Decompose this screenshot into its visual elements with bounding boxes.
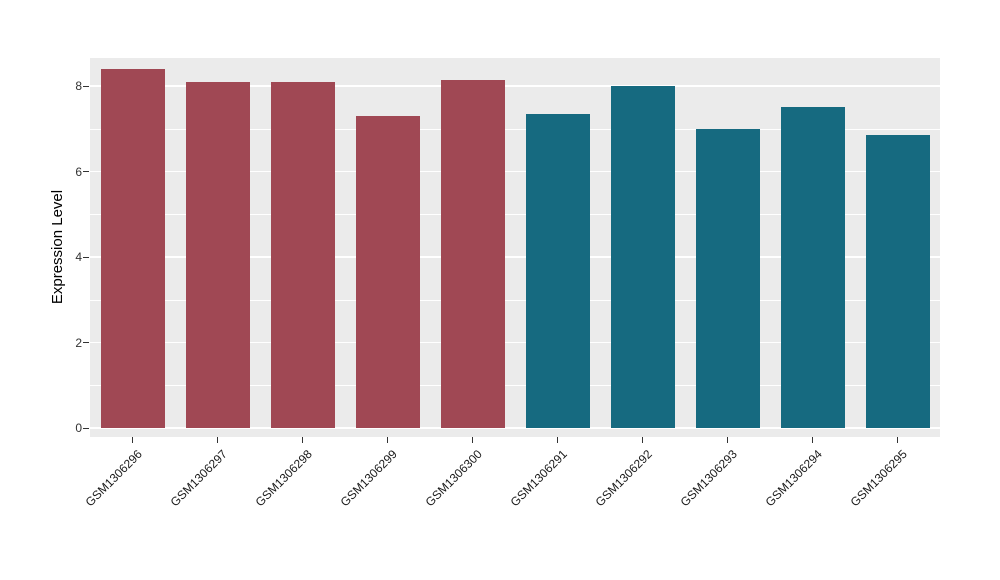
x-axis-tick-mark xyxy=(727,437,728,443)
gridline-major xyxy=(90,170,940,173)
x-axis-tick-mark xyxy=(642,437,643,443)
bar xyxy=(695,128,760,428)
x-axis-tick-mark xyxy=(387,437,388,443)
x-axis-tick-mark xyxy=(132,437,133,443)
x-axis-tick-mark xyxy=(812,437,813,443)
x-axis-tick-mark xyxy=(897,437,898,443)
y-axis-tick-label: 6 xyxy=(75,164,82,179)
bar xyxy=(100,68,165,428)
gridline-minor xyxy=(90,214,940,215)
plot-panel xyxy=(90,58,940,437)
y-axis-tick-label: 2 xyxy=(75,335,82,350)
x-axis-tick-mark xyxy=(557,437,558,443)
gridline-minor xyxy=(90,299,940,301)
bar xyxy=(865,135,930,428)
gridline-major xyxy=(90,341,940,344)
y-axis-tick-mark xyxy=(83,427,89,429)
gridline-major xyxy=(90,85,940,87)
bar xyxy=(440,79,505,428)
bar xyxy=(270,81,335,428)
bar xyxy=(185,81,250,428)
bar xyxy=(355,115,420,428)
y-axis-tick-mark xyxy=(83,342,89,343)
bar xyxy=(780,107,845,428)
bar xyxy=(525,113,590,428)
y-axis-title: Expression Level xyxy=(49,189,66,305)
y-axis-tick-mark xyxy=(83,256,89,258)
y-axis-tick-label: 4 xyxy=(75,250,82,264)
gridline-major xyxy=(90,256,940,258)
bar xyxy=(610,86,675,428)
x-axis-tick-mark xyxy=(302,437,303,443)
y-axis-tick-mark xyxy=(83,85,89,87)
y-axis-tick-label: 8 xyxy=(75,79,82,93)
gridline-major xyxy=(90,427,940,429)
y-axis-tick-mark xyxy=(83,171,89,172)
gridline-minor xyxy=(90,385,940,386)
y-axis-tick-label: 0 xyxy=(75,421,82,435)
x-axis-tick-mark xyxy=(217,437,218,443)
gridline-minor xyxy=(90,128,940,130)
x-axis-tick-mark xyxy=(472,437,473,443)
